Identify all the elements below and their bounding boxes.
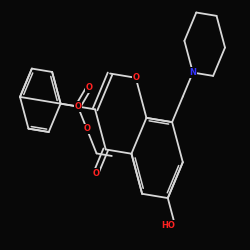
Text: O: O [74,102,81,111]
Text: O: O [132,73,139,82]
Text: O: O [86,83,93,92]
Text: N: N [189,68,196,77]
Text: HO: HO [161,220,175,230]
Text: O: O [83,124,90,134]
Text: O: O [92,169,99,178]
